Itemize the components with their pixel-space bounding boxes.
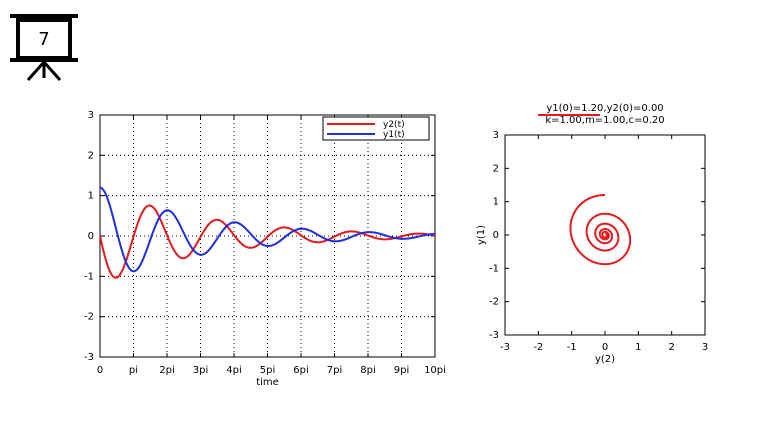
series-line-y1 [100, 186, 435, 273]
legend-label: y2(t) [383, 120, 405, 130]
y-tick-label: 0 [88, 231, 94, 242]
x-tick-label: 3pi [193, 365, 209, 376]
y-tick-label: 1 [493, 197, 499, 208]
y-tick-label: 3 [493, 130, 499, 141]
x-tick-label: -2 [533, 342, 543, 353]
x-tick-label: 3 [702, 342, 708, 353]
x-tick-label: -3 [500, 342, 510, 353]
x-tick-label: 6pi [293, 365, 309, 376]
legend-box [322, 116, 430, 141]
x-axis-label: time [256, 377, 279, 388]
phase-trajectory [569, 194, 632, 266]
y-tick-label: -1 [489, 263, 499, 274]
y-tick-label: 2 [88, 150, 94, 161]
y-tick-label: 1 [88, 191, 94, 202]
x-tick-label: 5pi [260, 365, 276, 376]
y-tick-label: -3 [489, 330, 499, 341]
y-tick-label: -3 [84, 352, 94, 363]
plot-frame [504, 134, 706, 336]
x-tick-label: 0 [97, 365, 103, 376]
x-axis-label: y(2) [595, 354, 615, 365]
chart-title-line2: k=1.00,m=1.00,c=0.20 [545, 115, 664, 126]
y-axis-label: y(1) [476, 225, 487, 245]
y-tick-label: 3 [88, 110, 94, 121]
time-series-plot: 0 pi 2pi 3pi 4pi 5pi 6pi 7pi 8pi 9pi 10pi -3 -2 -1 0 1 2… [84, 110, 446, 388]
x-tick-label: 10pi [424, 365, 446, 376]
x-tick-label: 2 [668, 342, 674, 353]
phase-plot: -3 -2 -1 0 1 2 3 -3 -2 -1 0 1 2 3 y(2) y(1) y1(0)=1.20,y… [476, 103, 708, 365]
x-tick-label: pi [129, 365, 138, 376]
y-tick-label: 2 [493, 163, 499, 174]
x-tick-label: 7pi [327, 365, 343, 376]
legend-label: y1(t) [383, 130, 405, 140]
x-tick-label: 2pi [159, 365, 175, 376]
x-tick-label: -1 [567, 342, 577, 353]
x-tick-label: 0 [602, 342, 608, 353]
y-tick-label: 0 [493, 230, 499, 241]
y-tick-label: -2 [84, 312, 94, 323]
series-line-y2 [100, 204, 435, 279]
x-tick-label: 1 [635, 342, 641, 353]
x-tick-label: 4pi [226, 365, 242, 376]
y-tick-label: -2 [489, 297, 499, 308]
x-tick-label: 9pi [394, 365, 410, 376]
presentation-board-icon: 7 [10, 12, 78, 84]
slide-number: 7 [16, 18, 72, 60]
y-tick-label: -1 [84, 271, 94, 282]
x-tick-label: 8pi [360, 365, 376, 376]
chart-title-line1: y1(0)=1.20,y2(0)=0.00 [546, 103, 663, 114]
